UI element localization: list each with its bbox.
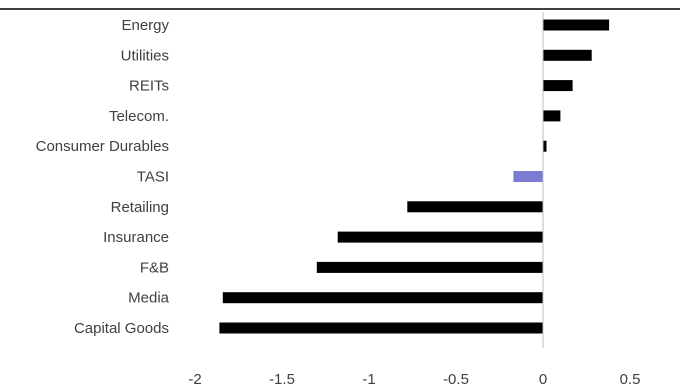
category-label: Capital Goods <box>74 320 169 337</box>
bar-energy <box>543 19 610 31</box>
category-label: Energy <box>121 17 169 34</box>
category-label: Media <box>128 290 170 307</box>
category-label: Telecom. <box>109 108 169 125</box>
category-label: Insurance <box>103 229 169 246</box>
category-label: Retailing <box>111 199 169 216</box>
bar-insurance <box>337 231 543 243</box>
x-tick-label: 0 <box>539 371 547 385</box>
bar-utilities <box>543 49 592 61</box>
bar-telecom <box>543 110 561 122</box>
bar-consumer-durables <box>543 140 547 152</box>
bar-tasi <box>513 171 543 182</box>
bar-retailing <box>407 201 543 213</box>
x-tick-label: -2 <box>188 371 201 385</box>
bar-reits <box>543 80 573 92</box>
bar-media <box>222 292 544 304</box>
bars-layer <box>219 19 610 334</box>
category-label: REITs <box>129 78 169 95</box>
x-tick-label: -1.5 <box>269 371 295 385</box>
category-label: Consumer Durables <box>36 138 169 155</box>
category-label: TASI <box>137 169 169 186</box>
x-tick-label: -0.5 <box>443 371 469 385</box>
bar-f-b <box>316 261 543 273</box>
bar-capital-goods <box>219 322 543 334</box>
category-label: F&B <box>140 259 169 276</box>
x-axis-tick-labels: -2 -1.5 -1 -0.5 0 0.5 <box>188 371 641 388</box>
x-tick-label: -1 <box>362 371 375 385</box>
category-labels: Energy Utilities REITs Telecom. Consumer Dur… <box>36 17 170 337</box>
x-tick-label: 0.5 <box>620 371 641 385</box>
category-label: Utilities <box>121 47 169 64</box>
